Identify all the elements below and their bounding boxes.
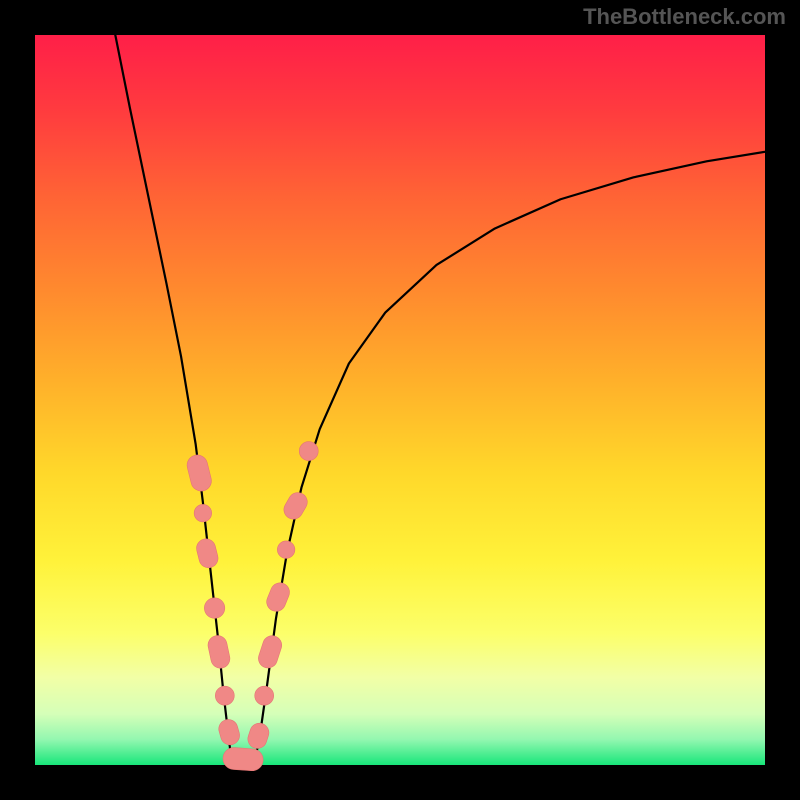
marker-circle bbox=[277, 541, 295, 559]
marker-circle bbox=[299, 442, 318, 461]
marker-circle bbox=[255, 686, 274, 705]
marker-capsule bbox=[222, 747, 264, 772]
watermark-text: TheBottleneck.com bbox=[583, 4, 786, 30]
marker-circle bbox=[204, 598, 224, 618]
plot-background bbox=[35, 35, 765, 765]
marker-circle bbox=[194, 504, 212, 522]
chart-stage: TheBottleneck.com bbox=[0, 0, 800, 800]
marker-circle bbox=[215, 686, 234, 705]
bottleneck-chart bbox=[0, 0, 800, 800]
